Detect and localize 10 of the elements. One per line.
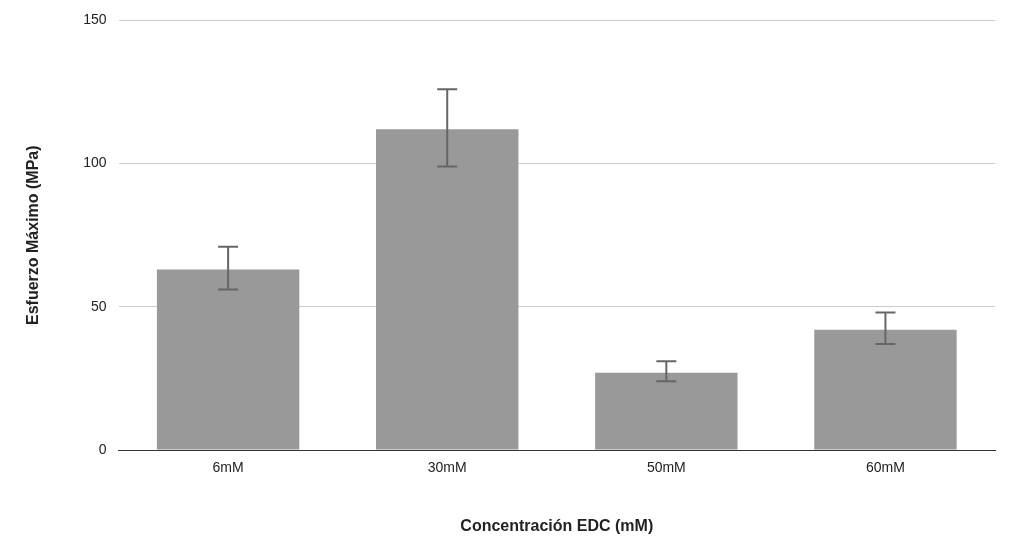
y-tick-label: 0 bbox=[98, 440, 107, 457]
x-tick-label: 30mM bbox=[427, 459, 467, 476]
x-tick-label: 6mM bbox=[212, 459, 244, 476]
y-axis-title: Esfuerzo Máximo (MPa) bbox=[24, 145, 42, 325]
x-tick-label: 60mM bbox=[865, 459, 905, 476]
y-tick-label: 50 bbox=[90, 297, 107, 314]
y-tick-label: 150 bbox=[83, 11, 107, 28]
y-tick-label: 100 bbox=[83, 154, 107, 171]
x-tick-label: 50mM bbox=[646, 459, 686, 476]
x-axis-title: Concentración EDC (mM) bbox=[460, 516, 654, 534]
